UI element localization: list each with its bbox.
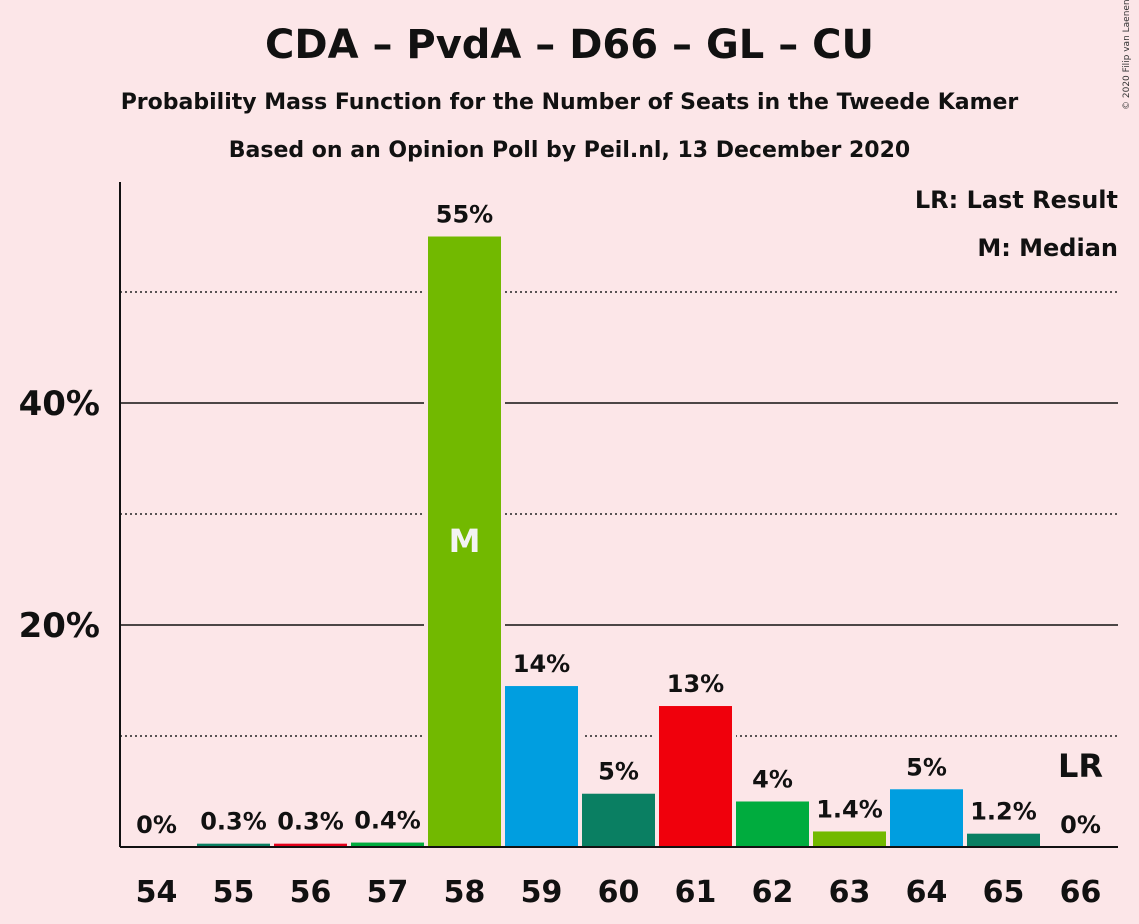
bar-62 — [736, 801, 809, 847]
bar-60 — [582, 793, 655, 847]
x-tick-58: 58 — [444, 875, 486, 910]
x-tick-63: 63 — [829, 875, 871, 910]
x-tick-56: 56 — [290, 875, 332, 910]
bar-63 — [813, 831, 886, 847]
x-tick-62: 62 — [752, 875, 794, 910]
bar-label-64: 5% — [906, 753, 947, 781]
x-tick-65: 65 — [983, 875, 1025, 910]
bar-label-59: 14% — [513, 650, 570, 678]
y-tick-20: 20% — [19, 606, 100, 646]
bar-label-57: 0.4% — [354, 807, 421, 835]
bar-57 — [351, 842, 424, 847]
bar-label-56: 0.3% — [277, 808, 344, 836]
bar-58 — [428, 236, 501, 847]
bar-label-54: 0% — [136, 811, 177, 839]
x-tick-61: 61 — [675, 875, 717, 910]
x-tick-54: 54 — [136, 875, 178, 910]
bar-label-58: 55% — [436, 201, 493, 229]
x-tick-64: 64 — [906, 875, 948, 910]
x-tick-60: 60 — [598, 875, 640, 910]
last-result-marker: LR — [1058, 747, 1103, 785]
bar-65 — [967, 833, 1040, 847]
x-tick-59: 59 — [521, 875, 563, 910]
chart-title: CDA – PvdA – D66 – GL – CU — [265, 22, 874, 68]
bar-55 — [197, 843, 270, 847]
x-tick-66: 66 — [1060, 875, 1102, 910]
chart-subtitle: Probability Mass Function for the Number… — [120, 90, 1019, 115]
legend-last-result: LR: Last Result — [914, 186, 1118, 214]
legend-median: M: Median — [977, 234, 1118, 262]
bar-61 — [659, 706, 732, 847]
bar-label-62: 4% — [752, 765, 793, 793]
bar-label-60: 5% — [598, 758, 639, 786]
bar-label-66: 0% — [1060, 811, 1101, 839]
y-tick-40: 40% — [19, 384, 100, 424]
bar-label-65: 1.2% — [970, 798, 1037, 826]
chart-source-subtitle: Based on an Opinion Poll by Peil.nl, 13 … — [228, 138, 911, 163]
bar-64 — [890, 789, 963, 847]
bar-label-61: 13% — [667, 670, 724, 698]
x-tick-57: 57 — [367, 875, 409, 910]
bar-label-55: 0.3% — [200, 808, 267, 836]
bar-gap-55 — [193, 839, 274, 847]
bar-56 — [274, 843, 347, 847]
x-tick-55: 55 — [213, 875, 255, 910]
bar-label-63: 1.4% — [816, 795, 883, 823]
median-marker: M — [449, 522, 481, 560]
bar-59 — [505, 686, 578, 847]
bar-gap-56 — [270, 839, 351, 847]
